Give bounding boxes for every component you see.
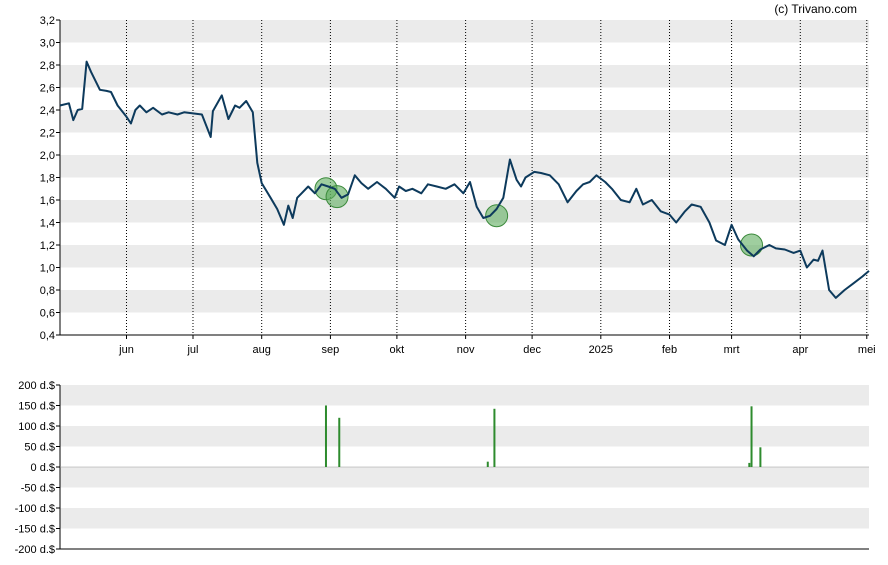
price-band [60,200,869,223]
x-tick-label: 2025 [589,344,613,356]
price-band [60,245,869,268]
y-tick-label: 2,0 [40,150,55,162]
price-band [60,290,869,313]
x-tick-label: nov [457,344,475,356]
volume-bar [324,405,327,467]
bar-y-tick-label: -50 d.$ [21,483,55,495]
volume-bar [748,462,751,467]
x-tick-label: okt [390,344,405,356]
y-tick-label: 1,2 [40,240,55,252]
bar-y-tick-label: 100 d.$ [18,421,55,433]
x-tick-label: mrt [724,344,740,356]
y-tick-label: 1,4 [40,218,55,230]
y-tick-label: 2,8 [40,60,55,72]
x-tick-label: dec [523,344,541,356]
price-band [60,155,869,178]
x-tick-label: aug [253,344,271,356]
y-tick-label: 2,4 [40,105,55,117]
bar-y-tick-label: 0 d.$ [31,462,55,474]
volume-bar [759,447,762,467]
bar-band [60,385,869,406]
price-line [59,60,870,299]
x-tick-label: jul [186,344,198,356]
volume-bar [338,417,341,467]
x-tick-label: feb [662,344,677,356]
volume-bar [493,408,496,467]
bar-y-tick-label: -200 d.$ [15,544,55,556]
x-tick-label: sep [322,344,340,356]
bar-y-tick-label: 150 d.$ [18,401,55,413]
y-tick-label: 2,6 [40,83,55,95]
volume-bar [486,461,489,467]
y-tick-label: 0,4 [40,330,55,342]
y-tick-label: 1,0 [40,263,55,275]
y-tick-label: 0,6 [40,308,55,320]
bar-y-tick-label: -100 d.$ [15,503,55,515]
y-tick-label: 3,0 [40,38,55,50]
trade-marker [485,204,509,228]
x-tick-label: mei [858,344,876,356]
price-band [60,110,869,133]
price-band [60,20,869,43]
bar-band [60,426,869,447]
y-tick-label: 1,6 [40,195,55,207]
x-tick-label: jun [118,344,134,356]
bar-y-tick-label: 50 d.$ [24,442,55,454]
bar-band [60,508,869,529]
price-band [60,65,869,88]
volume-bar [750,406,753,467]
bar-y-tick-label: -150 d.$ [15,524,55,536]
bar-y-tick-label: 200 d.$ [18,380,55,392]
y-tick-label: 0,8 [40,285,55,297]
credit-label: (c) Trivano.com [774,2,857,16]
bar-band [60,467,869,488]
x-tick-label: apr [792,344,808,356]
y-tick-label: 3,2 [40,15,55,27]
y-tick-label: 1,8 [40,173,55,185]
trade-marker [325,185,349,209]
y-tick-label: 2,2 [40,128,55,140]
